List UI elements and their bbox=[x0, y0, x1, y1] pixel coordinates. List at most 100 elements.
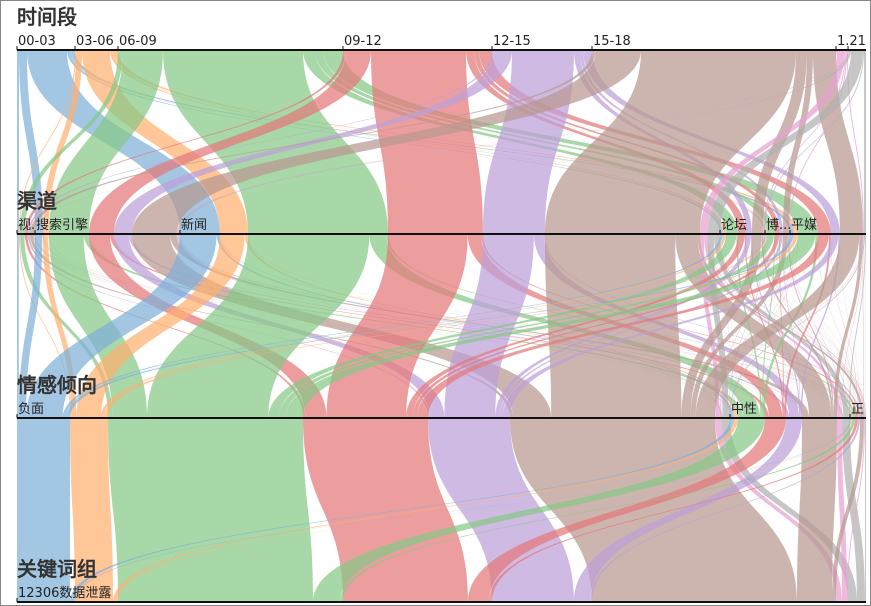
ribbon bbox=[797, 234, 852, 418]
ribbon bbox=[719, 234, 866, 418]
ribbon bbox=[763, 234, 865, 418]
ribbon bbox=[313, 418, 765, 602]
ribbon bbox=[574, 418, 802, 602]
ribbon bbox=[765, 234, 851, 418]
ribbon bbox=[782, 234, 801, 418]
ribbon bbox=[65, 234, 766, 418]
ribbon bbox=[751, 234, 860, 418]
ribbon bbox=[268, 234, 737, 418]
ribbon bbox=[109, 234, 769, 418]
ribbon bbox=[728, 234, 765, 418]
ribbon bbox=[849, 234, 866, 418]
ribbon bbox=[789, 234, 865, 418]
ribbon bbox=[681, 234, 762, 418]
ribbon bbox=[20, 234, 113, 418]
ribbon bbox=[789, 234, 842, 418]
ribbon bbox=[830, 234, 858, 418]
ribbon bbox=[832, 418, 864, 602]
ribbon bbox=[17, 418, 70, 602]
ribbon bbox=[782, 234, 860, 418]
ribbon bbox=[18, 234, 43, 418]
ribbon bbox=[783, 50, 813, 234]
ribbon bbox=[847, 418, 865, 602]
ribbon bbox=[839, 234, 860, 418]
ribbon bbox=[70, 418, 734, 602]
ribbon bbox=[489, 418, 858, 602]
ribbon bbox=[49, 234, 147, 418]
ribbon bbox=[42, 234, 851, 418]
ribbon bbox=[763, 50, 846, 234]
ribbon bbox=[278, 234, 774, 418]
ribbon bbox=[863, 234, 865, 418]
ribbon bbox=[675, 234, 832, 418]
category-label: 00-03 bbox=[18, 34, 56, 49]
ribbon bbox=[428, 418, 574, 602]
category-label: 博... bbox=[766, 218, 791, 233]
ribbon bbox=[737, 234, 855, 418]
ribbon bbox=[510, 418, 797, 602]
ribbon bbox=[340, 418, 855, 602]
ribbon bbox=[733, 234, 794, 418]
category-label: 06-09 bbox=[119, 34, 157, 49]
ribbon bbox=[66, 234, 794, 418]
ribbon bbox=[833, 234, 863, 418]
ribbon bbox=[412, 234, 780, 418]
ribbon bbox=[104, 234, 798, 418]
ribbon bbox=[100, 234, 726, 418]
ribbon bbox=[25, 50, 346, 234]
ribbon bbox=[326, 234, 468, 418]
ribbon bbox=[34, 50, 849, 234]
ribbon bbox=[864, 50, 866, 234]
ribbon bbox=[721, 418, 857, 602]
ribbon bbox=[793, 234, 851, 418]
category-label: 09-12 bbox=[344, 34, 382, 49]
ribbon bbox=[132, 234, 552, 418]
category-label: 搜索引擎 bbox=[36, 218, 88, 233]
ribbon bbox=[163, 50, 388, 234]
category-label: 12-15 bbox=[493, 34, 531, 49]
ribbon bbox=[737, 234, 798, 418]
ribbon bbox=[219, 234, 851, 418]
ribbon bbox=[20, 50, 123, 234]
ribbon bbox=[736, 234, 762, 418]
ribbon bbox=[28, 50, 494, 234]
ribbon bbox=[417, 234, 829, 418]
ribbon bbox=[323, 50, 818, 234]
ribbon bbox=[285, 234, 816, 418]
ribbon bbox=[543, 234, 860, 418]
ribbon bbox=[19, 50, 43, 234]
ribbon bbox=[766, 234, 852, 418]
ribbon bbox=[788, 234, 864, 418]
ribbon bbox=[545, 50, 796, 234]
ribbon bbox=[837, 418, 847, 602]
ribbon bbox=[722, 234, 734, 418]
ribbon bbox=[43, 50, 82, 234]
ribbon bbox=[788, 234, 834, 418]
ribbon bbox=[147, 234, 370, 418]
ribbon bbox=[117, 418, 852, 602]
ribbon bbox=[847, 50, 864, 234]
category-label: 负面 bbox=[18, 402, 44, 417]
ribbon bbox=[764, 50, 864, 234]
category-label: 正 bbox=[851, 402, 864, 417]
ribbon bbox=[178, 50, 851, 234]
ribbon bbox=[108, 418, 313, 602]
ribbon bbox=[468, 418, 786, 602]
ribbon bbox=[784, 234, 831, 418]
ribbon bbox=[17, 234, 19, 418]
ribbon bbox=[62, 234, 723, 418]
category-label: 12306数据泄露 bbox=[18, 586, 111, 601]
dimension-title: 情感倾向 bbox=[17, 373, 97, 397]
ribbon bbox=[744, 234, 784, 418]
ribbon bbox=[502, 234, 839, 418]
ribbon bbox=[70, 418, 113, 602]
ribbon bbox=[19, 50, 76, 234]
ribbon bbox=[779, 234, 858, 418]
ribbon bbox=[789, 50, 847, 234]
ribbon bbox=[762, 234, 818, 418]
ribbon bbox=[729, 234, 865, 418]
ribbon bbox=[737, 234, 767, 418]
ribbon bbox=[89, 50, 371, 234]
category-label: 新闻 bbox=[181, 217, 207, 233]
